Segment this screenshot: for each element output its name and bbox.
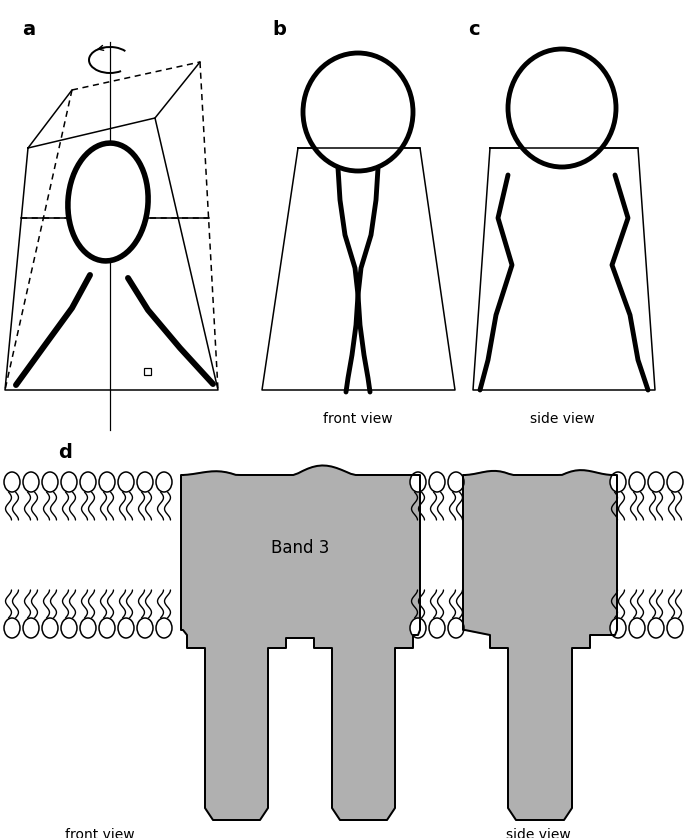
- Text: c: c: [468, 20, 479, 39]
- Text: front view: front view: [65, 828, 135, 838]
- Ellipse shape: [42, 618, 58, 638]
- Ellipse shape: [4, 472, 20, 492]
- Ellipse shape: [118, 618, 134, 638]
- Ellipse shape: [42, 472, 58, 492]
- Ellipse shape: [303, 53, 413, 171]
- Text: side view: side view: [506, 828, 571, 838]
- Ellipse shape: [448, 472, 464, 492]
- Ellipse shape: [156, 618, 172, 638]
- Bar: [145, 369, 151, 375]
- Ellipse shape: [68, 143, 148, 261]
- Ellipse shape: [137, 472, 153, 492]
- Ellipse shape: [61, 472, 77, 492]
- Polygon shape: [181, 465, 420, 820]
- Ellipse shape: [99, 472, 115, 492]
- Text: Band 3: Band 3: [271, 539, 329, 557]
- Text: b: b: [272, 20, 286, 39]
- Ellipse shape: [410, 472, 426, 492]
- Ellipse shape: [629, 472, 645, 492]
- Ellipse shape: [448, 618, 464, 638]
- Text: front view: front view: [323, 412, 393, 426]
- Text: d: d: [58, 443, 72, 462]
- Ellipse shape: [648, 618, 664, 638]
- Text: side view: side view: [530, 412, 595, 426]
- Ellipse shape: [410, 618, 426, 638]
- Ellipse shape: [4, 618, 20, 638]
- Ellipse shape: [629, 618, 645, 638]
- Ellipse shape: [429, 618, 445, 638]
- Ellipse shape: [99, 618, 115, 638]
- Ellipse shape: [508, 49, 616, 167]
- Ellipse shape: [610, 472, 626, 492]
- Polygon shape: [463, 470, 617, 820]
- Ellipse shape: [610, 618, 626, 638]
- Ellipse shape: [23, 472, 39, 492]
- Ellipse shape: [23, 618, 39, 638]
- Ellipse shape: [156, 472, 172, 492]
- Ellipse shape: [648, 472, 664, 492]
- Ellipse shape: [429, 472, 445, 492]
- Text: a: a: [22, 20, 35, 39]
- Ellipse shape: [137, 618, 153, 638]
- Ellipse shape: [80, 618, 96, 638]
- Ellipse shape: [80, 472, 96, 492]
- Ellipse shape: [667, 618, 683, 638]
- Ellipse shape: [118, 472, 134, 492]
- Ellipse shape: [61, 618, 77, 638]
- Ellipse shape: [667, 472, 683, 492]
